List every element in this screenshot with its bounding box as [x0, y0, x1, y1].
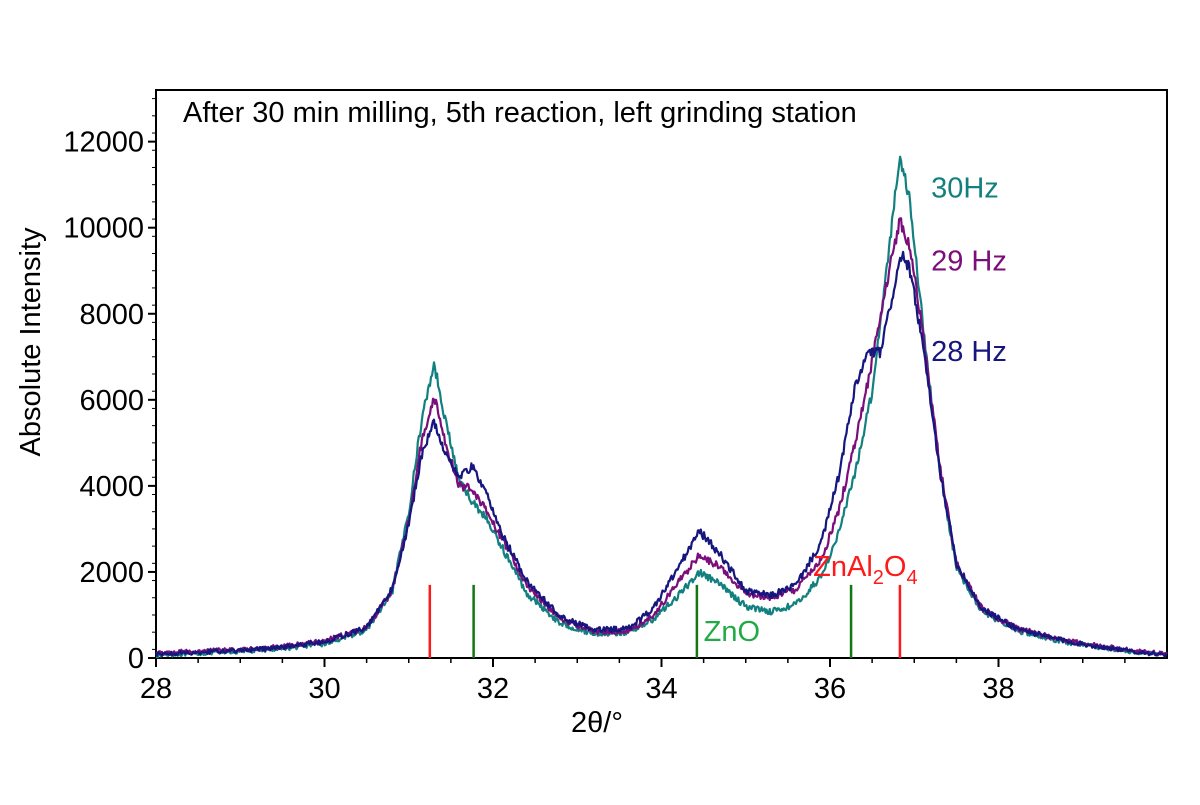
y-tick-label: 10000 — [63, 213, 144, 245]
series-label: 29 Hz — [931, 246, 1007, 278]
y-tick-label: 12000 — [63, 127, 144, 159]
reference-lines — [428, 584, 902, 658]
x-tick-label: 36 — [814, 673, 846, 705]
series-line-28hz — [154, 250, 1168, 658]
y-tick-label: 2000 — [79, 557, 144, 589]
label-layer: 30Hz 29 Hz 28 Hz ZnO ZnAl2O4 — [704, 173, 1007, 648]
series-label: 30Hz — [931, 173, 999, 205]
y-tick-label: 8000 — [79, 299, 144, 331]
x-tick-label: 30 — [308, 673, 340, 705]
series-line-29hz — [155, 217, 1168, 657]
axes-layer: 28 30 32 34 36 38 0 2000 4000 6000 8000 10000 12000 — [63, 89, 1168, 705]
y-tick-label: 6000 — [79, 385, 144, 417]
y-tick-label: 4000 — [79, 471, 144, 503]
series-line-30hz — [155, 155, 1168, 659]
y-axis-label: Absolute Intensity — [15, 227, 47, 456]
chart-title: After 30 min milling, 5th reaction, left… — [183, 97, 857, 129]
series-label: 28 Hz — [931, 336, 1007, 368]
series-layer — [154, 155, 1168, 659]
x-tick-label: 32 — [477, 673, 509, 705]
x-tick-label: 38 — [982, 673, 1014, 705]
x-tick-label: 28 — [140, 673, 172, 705]
y-tick-label: 0 — [128, 643, 144, 675]
phase-annotation: ZnAl2O4 — [813, 551, 917, 589]
x-tick-label: 34 — [645, 673, 677, 705]
x-axis-label: 2θ/° — [571, 707, 623, 739]
phase-annotation: ZnO — [704, 616, 760, 648]
plot-frame — [155, 89, 1168, 659]
